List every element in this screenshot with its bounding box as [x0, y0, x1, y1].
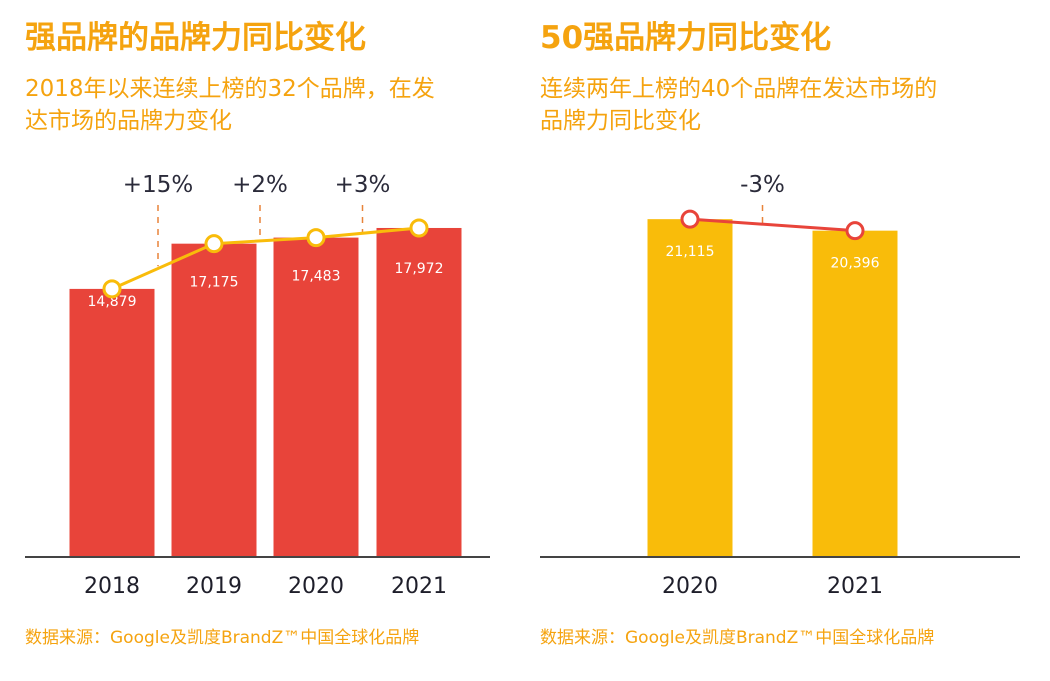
change-label: +3%	[335, 172, 391, 198]
bar-2020	[273, 237, 359, 558]
value-label-2018: 14,879	[88, 294, 137, 310]
left-subtitle-2: 达市场的品牌力变化	[25, 108, 232, 134]
x-tick-2020: 2020	[662, 574, 718, 599]
right-title: 50强品牌力同比变化	[540, 20, 831, 56]
right-source: 数据来源：Google及凯度BrandZ™中国全球化品牌	[540, 628, 934, 648]
value-label-2021: 17,972	[395, 261, 444, 277]
x-tick-2020: 2020	[288, 574, 344, 599]
left-subtitle-1: 2018年以来连续上榜的32个品牌，在发	[25, 76, 435, 102]
trend-point-2021	[845, 221, 865, 241]
bar-2021	[812, 230, 898, 557]
right-subtitle-2: 品牌力同比变化	[540, 108, 701, 134]
left-source: 数据来源：Google及凯度BrandZ™中国全球化品牌	[25, 628, 419, 648]
value-label-2021: 20,396	[831, 256, 880, 272]
trend-point-2018	[102, 279, 122, 299]
x-tick-2019: 2019	[186, 574, 242, 599]
x-tick-2021: 2021	[827, 574, 883, 599]
change-label: +2%	[232, 172, 288, 198]
value-label-2020: 17,483	[292, 269, 341, 285]
change-label: +15%	[123, 172, 193, 198]
value-label-2020: 21,115	[666, 244, 715, 260]
bar-2019	[171, 243, 257, 557]
change-label: -3%	[740, 172, 785, 198]
x-tick-2018: 2018	[84, 574, 140, 599]
trend-point-2020	[306, 228, 326, 248]
trend-line	[111, 226, 420, 291]
trend-point-2021	[409, 218, 429, 238]
x-tick-2021: 2021	[391, 574, 447, 599]
value-label-2019: 17,175	[190, 275, 239, 291]
left-title: 强品牌的品牌力同比变化	[25, 20, 366, 56]
trend-point-2020	[680, 209, 700, 229]
bar-2020	[647, 219, 733, 557]
bar-2021	[376, 227, 462, 558]
right-subtitle-1: 连续两年上榜的40个品牌在发达市场的	[540, 76, 937, 102]
trend-point-2019	[204, 234, 224, 254]
bar-2018	[69, 288, 155, 557]
plot-area: 14,879 2018 17,175 2019 17,483 2020 17,972 2021…	[25, 172, 1020, 599]
trend-line	[689, 217, 856, 233]
